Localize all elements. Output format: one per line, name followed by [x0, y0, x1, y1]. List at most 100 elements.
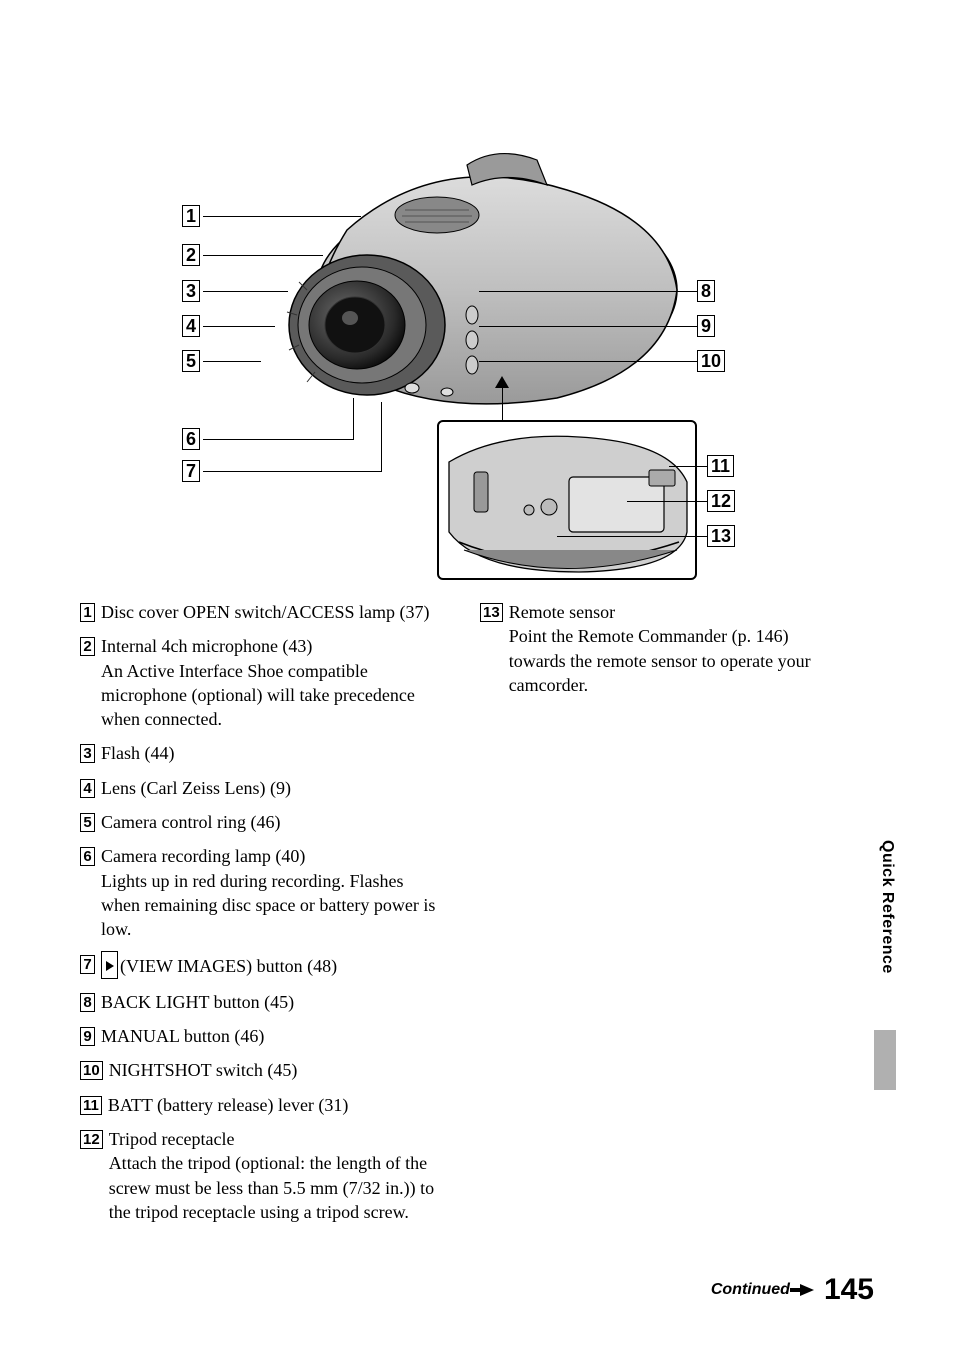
- item-number-box: 13: [480, 603, 503, 622]
- camcorder-illustration: [237, 140, 687, 420]
- callout-10: 10: [697, 350, 725, 372]
- right-column: 13 Remote sensorPoint the Remote Commande…: [480, 600, 840, 1234]
- lead-line: [203, 326, 275, 327]
- item-text: Flash (44): [101, 741, 440, 765]
- item-text: NIGHTSHOT switch (45): [109, 1058, 440, 1082]
- lead-line: [627, 501, 707, 502]
- item-number-box: 11: [80, 1096, 102, 1115]
- lead-line: [381, 402, 382, 472]
- side-tab: Quick Reference: [874, 840, 896, 1100]
- lead-line: [557, 536, 707, 537]
- lead-line: [203, 471, 381, 472]
- parts-item: 4 Lens (Carl Zeiss Lens) (9): [80, 776, 440, 800]
- item-number-box: 5: [80, 813, 95, 832]
- item-text: Camera control ring (46): [101, 810, 440, 834]
- parts-item: 5 Camera control ring (46): [80, 810, 440, 834]
- camcorder-bottom-illustration: [439, 422, 695, 578]
- item-title: Disc cover OPEN switch/ACCESS lamp (37): [101, 602, 429, 622]
- item-number-box: 12: [80, 1130, 103, 1149]
- lead-line: [479, 326, 697, 327]
- item-title: Internal 4ch microphone (43): [101, 636, 312, 656]
- item-title: MANUAL button (46): [101, 1026, 264, 1046]
- callout-1: 1: [182, 205, 200, 227]
- item-text: Camera recording lamp (40) Lights up in r…: [101, 844, 440, 941]
- item-text: Disc cover OPEN switch/ACCESS lamp (37): [101, 600, 440, 624]
- parts-item: 6 Camera recording lamp (40) Lights up in …: [80, 844, 440, 941]
- lead-line: [669, 466, 707, 467]
- lead-line: [203, 291, 288, 292]
- parts-item: 2 Internal 4ch microphone (43)An Active I…: [80, 634, 440, 731]
- lead-line: [353, 398, 354, 440]
- callout-7: 7: [182, 460, 200, 482]
- parts-item: 13 Remote sensorPoint the Remote Commande…: [480, 600, 840, 697]
- callout-12: 12: [707, 490, 735, 512]
- lead-line: [203, 216, 361, 217]
- item-text: BATT (battery release) lever (31): [108, 1093, 440, 1117]
- lead-line: [479, 291, 697, 292]
- manual-page: 1 2 3 4 5 6 7 8 9 10 11 12 13 1Disc co: [0, 0, 954, 1357]
- lead-line: [479, 361, 697, 362]
- lead-line: [203, 361, 261, 362]
- item-description: Point the Remote Commander (p. 146) towa…: [509, 624, 840, 697]
- page-number: 145: [824, 1273, 874, 1307]
- item-text: MANUAL button (46): [101, 1024, 440, 1048]
- callout-13: 13: [707, 525, 735, 547]
- callout-11: 11: [707, 455, 734, 477]
- detail-connector-line: [502, 385, 503, 421]
- callout-4: 4: [182, 315, 200, 337]
- item-number-box: 6: [80, 847, 95, 866]
- parts-item: 7 (VIEW IMAGES) button (48): [80, 952, 440, 980]
- parts-item: 9 MANUAL button (46): [80, 1024, 440, 1048]
- item-number-box: 8: [80, 993, 95, 1012]
- item-title: Flash (44): [101, 743, 175, 763]
- item-text: Remote sensorPoint the Remote Commander …: [509, 600, 840, 697]
- item-number-box: 1: [80, 603, 95, 622]
- item-title: (VIEW IMAGES) button (48): [101, 956, 337, 976]
- callout-6: 6: [182, 428, 200, 450]
- left-column: 1 Disc cover OPEN switch/ACCESS lamp (37)…: [80, 600, 440, 1234]
- item-number-box: 7: [80, 955, 95, 974]
- parts-item: 12 Tripod receptacleAttach the tripod (op…: [80, 1127, 440, 1224]
- parts-item: 11 BATT (battery release) lever (31): [80, 1093, 440, 1117]
- item-description: Lights up in red during recording. Flash…: [101, 869, 440, 942]
- parts-item: 1 Disc cover OPEN switch/ACCESS lamp (37): [80, 600, 440, 624]
- item-title: Camera control ring (46): [101, 812, 280, 832]
- item-title: Remote sensor: [509, 602, 615, 622]
- detail-connector-arrow: [495, 376, 509, 390]
- item-number-box: 9: [80, 1027, 95, 1046]
- item-title: Tripod receptacle: [109, 1129, 235, 1149]
- page-footer: Continued 145: [711, 1273, 874, 1307]
- item-text: Lens (Carl Zeiss Lens) (9): [101, 776, 440, 800]
- item-title: BACK LIGHT button (45): [101, 992, 294, 1012]
- item-title: Camera recording lamp (40): [101, 846, 305, 866]
- arrow-right-icon: [800, 1284, 814, 1296]
- item-title: NIGHTSHOT switch (45): [109, 1060, 298, 1080]
- item-text: Tripod receptacleAttach the tripod (opti…: [109, 1127, 440, 1224]
- callout-3: 3: [182, 280, 200, 302]
- item-title: BATT (battery release) lever (31): [108, 1095, 349, 1115]
- lead-line: [203, 255, 323, 256]
- item-text: Internal 4ch microphone (43)An Active In…: [101, 634, 440, 731]
- tab-indicator: [874, 1030, 896, 1090]
- parts-item: 3 Flash (44): [80, 741, 440, 765]
- item-number-box: 2: [80, 637, 95, 656]
- callout-2: 2: [182, 244, 200, 266]
- callout-5: 5: [182, 350, 200, 372]
- callout-8: 8: [697, 280, 715, 302]
- item-title: Lens (Carl Zeiss Lens) (9): [101, 778, 291, 798]
- parts-item: 10 NIGHTSHOT switch (45): [80, 1058, 440, 1082]
- item-number-box: 4: [80, 779, 95, 798]
- lead-line: [203, 439, 353, 440]
- detail-view-box: [437, 420, 697, 580]
- parts-diagram: 1 2 3 4 5 6 7 8 9 10 11 12 13: [97, 120, 857, 580]
- parts-item: 8 BACK LIGHT button (45): [80, 990, 440, 1014]
- description-columns: 1 Disc cover OPEN switch/ACCESS lamp (37)…: [80, 600, 874, 1234]
- section-label: Quick Reference: [878, 840, 896, 974]
- continued-label: Continued: [711, 1281, 790, 1299]
- item-description: Attach the tripod (optional: the length …: [109, 1151, 440, 1224]
- item-text: (VIEW IMAGES) button (48): [101, 952, 440, 980]
- item-number-box: 3: [80, 744, 95, 763]
- callout-9: 9: [697, 315, 715, 337]
- item-number-box: 10: [80, 1061, 103, 1080]
- play-icon: [101, 951, 118, 979]
